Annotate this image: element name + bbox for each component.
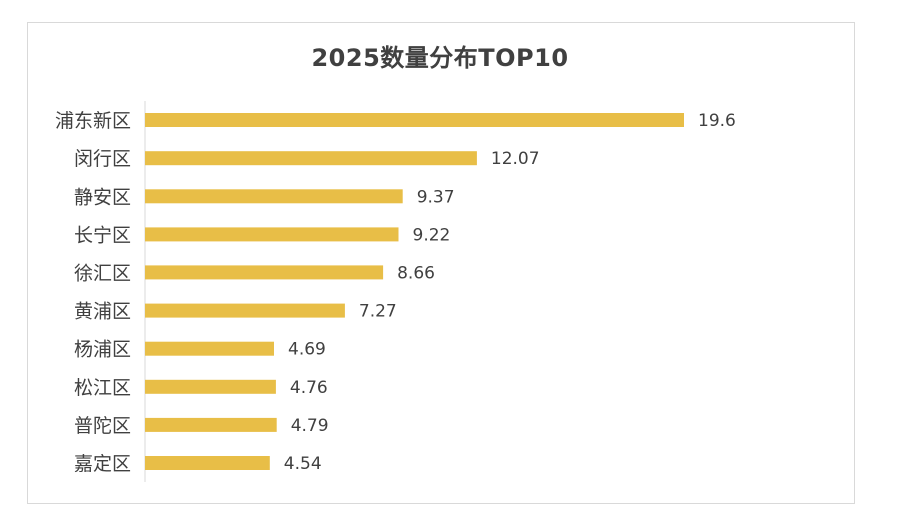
value-label: 19.6 bbox=[698, 111, 736, 131]
bar-9 bbox=[145, 417, 277, 432]
value-label: 8.66 bbox=[397, 263, 435, 283]
bar-3 bbox=[145, 189, 403, 204]
bar-8 bbox=[145, 379, 276, 394]
category-label: 静安区 bbox=[74, 186, 131, 208]
category-label: 浦东新区 bbox=[55, 110, 131, 132]
bar-7 bbox=[145, 341, 274, 356]
bar-2 bbox=[145, 151, 477, 166]
value-label: 9.37 bbox=[417, 187, 455, 207]
category-label: 松江区 bbox=[74, 377, 131, 399]
bar-1 bbox=[145, 113, 684, 127]
category-label: 长宁区 bbox=[74, 224, 131, 246]
value-label: 4.69 bbox=[288, 340, 326, 360]
value-label: 4.79 bbox=[291, 416, 329, 436]
bar-10 bbox=[145, 456, 270, 470]
category-label: 嘉定区 bbox=[74, 453, 131, 475]
chart-title: 2025数量分布TOP10 bbox=[311, 44, 569, 72]
category-label: 杨浦区 bbox=[74, 339, 131, 361]
bar-4 bbox=[145, 227, 399, 242]
category-label: 徐汇区 bbox=[74, 262, 131, 284]
value-label: 4.54 bbox=[284, 454, 322, 474]
value-label: 4.76 bbox=[290, 378, 328, 398]
value-label: 9.22 bbox=[413, 225, 451, 245]
value-label: 12.07 bbox=[491, 149, 540, 169]
bar-6 bbox=[145, 303, 345, 318]
bar-5 bbox=[145, 265, 384, 280]
value-label: 7.27 bbox=[359, 302, 397, 322]
category-label: 普陀区 bbox=[74, 415, 131, 437]
category-label: 闵行区 bbox=[74, 148, 131, 170]
bars-group: 浦东新区 19.6 闵行区 12.07 静安区 9.37 长宁区 9.22 徐汇区 8.66 黄浦区… bbox=[55, 110, 736, 475]
category-label: 黄浦区 bbox=[74, 301, 131, 323]
